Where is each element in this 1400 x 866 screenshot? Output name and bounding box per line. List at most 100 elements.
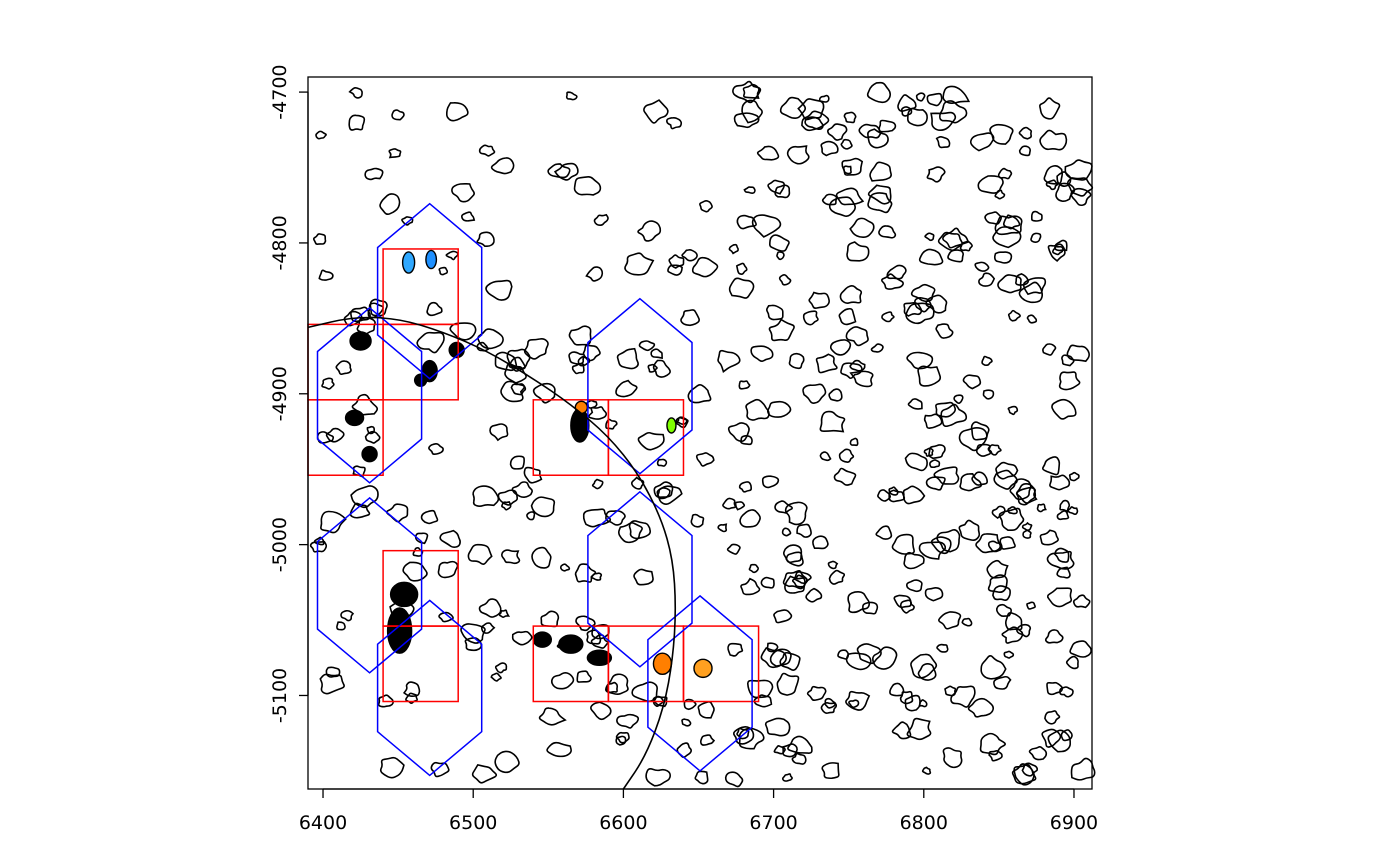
cell-outline xyxy=(460,211,476,222)
cell-outline xyxy=(1047,729,1072,753)
cell-outline xyxy=(1058,371,1081,391)
cell-outline xyxy=(653,481,674,499)
hexagon xyxy=(316,306,423,484)
cell-outline xyxy=(1060,729,1073,742)
cell-outline xyxy=(1070,187,1092,207)
cell-outline xyxy=(915,92,926,102)
cell-outline xyxy=(815,353,838,374)
cell-outline xyxy=(897,94,917,112)
cell-outline xyxy=(970,421,990,441)
cell-outline xyxy=(875,525,893,540)
cell-outline xyxy=(917,663,937,681)
cell-outline xyxy=(501,549,521,565)
cell-outline xyxy=(779,651,801,671)
cell-outline xyxy=(618,521,643,544)
cell-outline xyxy=(336,621,346,631)
cell-outline xyxy=(489,423,509,442)
cell-outline xyxy=(680,309,700,327)
cell-outline xyxy=(935,401,957,418)
cell-outline xyxy=(838,448,855,463)
cell-outline xyxy=(637,431,665,451)
cell-outline xyxy=(676,742,692,759)
cell-outline xyxy=(638,340,656,352)
y-tick-label: -4900 xyxy=(269,366,291,421)
cell-outline xyxy=(738,481,753,493)
cell-outline xyxy=(480,622,496,634)
cell-outline xyxy=(768,318,795,342)
cell-outline xyxy=(538,707,567,726)
cell-outline xyxy=(782,743,798,758)
cell-outline xyxy=(843,111,857,124)
cell-outline xyxy=(997,274,1022,294)
cell-outline xyxy=(630,476,645,490)
cell-outline xyxy=(364,430,381,444)
cell-outline xyxy=(1039,129,1068,151)
cell-outline xyxy=(319,673,345,695)
cell-outline xyxy=(918,248,944,266)
cell-outline xyxy=(320,510,347,534)
cell-outline xyxy=(577,356,591,367)
cell-outline xyxy=(824,697,837,709)
cell-outline xyxy=(904,452,928,472)
cell-outline xyxy=(1054,239,1068,252)
cell-outline xyxy=(402,561,428,582)
cell-outline xyxy=(1018,126,1033,140)
cell-outline xyxy=(787,735,813,754)
cell-outline xyxy=(938,611,962,630)
cell-outline xyxy=(591,478,604,490)
cell-outline xyxy=(840,362,863,380)
cell-outline xyxy=(820,702,838,714)
cell-outline xyxy=(1068,471,1080,482)
grid-square xyxy=(382,625,459,703)
cell-outline xyxy=(717,349,741,374)
cell-outline xyxy=(550,672,575,690)
filled-cell xyxy=(532,631,553,648)
cell-outline xyxy=(862,601,879,615)
cell-outline xyxy=(593,213,609,227)
cell-outline xyxy=(350,485,379,509)
cell-outline xyxy=(953,394,964,405)
cell-outline xyxy=(942,227,970,249)
cell-outline xyxy=(647,363,658,373)
boundary-curve-layer xyxy=(307,316,677,790)
cell-outline xyxy=(1046,550,1075,570)
cell-outline xyxy=(591,623,610,640)
cell-outline xyxy=(774,500,793,514)
cell-outline xyxy=(616,713,640,729)
cell-outline xyxy=(379,756,405,779)
cell-outline xyxy=(1001,626,1024,644)
cell-outline xyxy=(615,735,627,746)
cell-outline xyxy=(930,536,952,555)
cell-outline xyxy=(849,437,859,447)
cell-outline xyxy=(691,256,719,278)
cell-outline xyxy=(559,563,571,572)
cell-outline xyxy=(467,543,493,565)
cell-outline xyxy=(928,444,946,460)
cell-outline xyxy=(926,92,943,107)
cell-outline xyxy=(1046,587,1073,608)
cell-outline xyxy=(766,304,784,321)
cell-outline xyxy=(881,273,904,290)
cell-outline xyxy=(870,343,884,353)
cell-outline xyxy=(506,348,531,370)
cell-outline xyxy=(388,148,402,159)
hexagon xyxy=(376,202,483,380)
cell-outline xyxy=(924,232,935,242)
cell-outline xyxy=(779,96,807,120)
cell-outline xyxy=(414,532,429,545)
cell-outline xyxy=(782,569,808,590)
cell-outline xyxy=(802,383,827,404)
cell-outline xyxy=(605,510,626,526)
cell-outline xyxy=(335,360,352,376)
grid-square xyxy=(682,625,760,703)
x-tick-label: 6400 xyxy=(299,812,347,834)
cell-outline xyxy=(838,307,857,326)
cell-outline xyxy=(652,696,668,708)
cell-outline xyxy=(1056,566,1071,579)
cell-outline xyxy=(906,351,934,370)
cell-outline xyxy=(494,662,508,674)
cell-outline xyxy=(665,116,683,130)
cell-outline xyxy=(950,685,976,708)
cell-outline xyxy=(1067,506,1079,516)
